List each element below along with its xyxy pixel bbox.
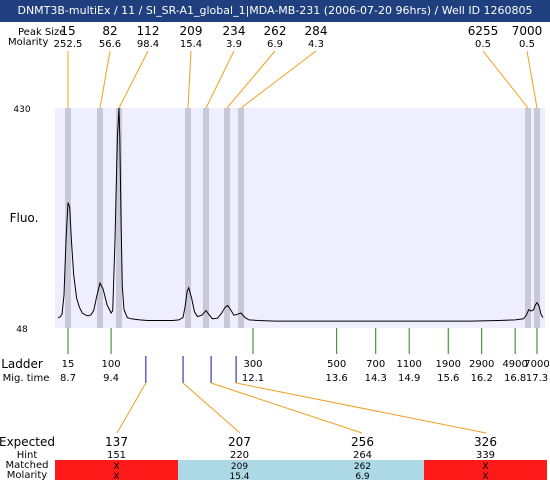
ladder-mig-time: 16.8 — [504, 373, 526, 384]
matched-value: 209 — [231, 462, 248, 472]
mig-time-label: Mig. time — [3, 373, 50, 384]
expected-leader-line — [182, 382, 241, 434]
ladder-size: 2900 — [469, 359, 494, 370]
peak-leader-line — [99, 50, 111, 109]
hint-value: 220 — [230, 450, 249, 461]
matched-cell — [424, 460, 547, 480]
peak-size-value: 284 — [305, 24, 328, 38]
window-title: DNMT3B-multiEx / 11 / SI_SR-A1_global_1|… — [0, 0, 550, 22]
y-tick-label: 430 — [13, 105, 30, 115]
matched-cell — [301, 460, 424, 480]
expected-leader-line — [236, 382, 487, 434]
ladder-mig-time: 12.1 — [242, 373, 264, 384]
molarity-label: Molarity — [8, 37, 48, 48]
matched-cell — [178, 460, 301, 480]
peak-size-label: Peak Size — [18, 27, 65, 38]
peak-leader-line — [226, 50, 276, 109]
peak-band — [224, 108, 230, 328]
peak-molarity-value: 3.9 — [226, 39, 242, 50]
peak-molarity-value: 15.4 — [180, 39, 202, 50]
peak-band — [65, 108, 71, 328]
matched-molarity-value: X — [113, 472, 119, 480]
peak-band — [185, 108, 191, 328]
expected-value: 137 — [105, 435, 128, 449]
y-tick-label: 48 — [16, 325, 28, 335]
peak-band — [97, 108, 103, 328]
peak-molarity-value: 98.4 — [137, 39, 159, 50]
y-axis-label: Fluo. — [10, 211, 39, 225]
matched-label: Matched — [5, 460, 48, 471]
peak-leader-line — [482, 50, 529, 109]
peak-molarity-value: 4.3 — [308, 39, 324, 50]
peak-size-value: 82 — [102, 24, 117, 38]
ladder-mig-time: 16.2 — [471, 373, 493, 384]
signal-trace — [57, 107, 544, 322]
expected-label: Expected — [0, 435, 55, 449]
peak-band — [203, 108, 209, 328]
peak-leader-line — [187, 50, 192, 109]
peak-leader-line — [526, 50, 538, 109]
ladder-size: 7000 — [524, 359, 549, 370]
matched-molarity-value: 15.4 — [229, 472, 249, 480]
matched-value: X — [482, 462, 488, 472]
peak-molarity-value: 56.6 — [99, 39, 121, 50]
hint-value: 339 — [476, 450, 495, 461]
peak-size-value: 6255 — [468, 24, 499, 38]
ladder-size: 700 — [366, 359, 385, 370]
hint-label: Hint — [17, 450, 38, 461]
ladder-mig-time: 13.6 — [326, 373, 348, 384]
ladder-mig-time: 15.6 — [437, 373, 459, 384]
peak-size-value: 262 — [264, 24, 287, 38]
expected-value: 256 — [351, 435, 374, 449]
peak-molarity-value: 0.5 — [519, 39, 535, 50]
matched-value: X — [113, 462, 119, 472]
molarity-row-label: Molarity — [7, 470, 47, 480]
peak-leader-line — [205, 50, 235, 109]
matched-cell — [55, 460, 178, 480]
peak-band — [534, 108, 540, 328]
ladder-label: Ladder — [1, 357, 43, 371]
ladder-mig-time: 17.3 — [526, 373, 548, 384]
ladder-size: 1900 — [436, 359, 461, 370]
expected-value: 326 — [474, 435, 497, 449]
expected-leader-line — [116, 382, 147, 434]
ladder-mig-time: 9.4 — [103, 373, 119, 384]
peak-band — [116, 108, 122, 328]
ladder-size: 500 — [327, 359, 346, 370]
peak-band — [525, 108, 531, 328]
peak-size-value: 15 — [60, 24, 75, 38]
matched-molarity-value: 6.9 — [355, 472, 370, 480]
peak-molarity-value: 6.9 — [267, 39, 283, 50]
peak-size-value: 112 — [137, 24, 160, 38]
matched-molarity-value: X — [482, 472, 488, 480]
ladder-size: 100 — [102, 359, 121, 370]
peak-size-value: 7000 — [512, 24, 543, 38]
ladder-size: 15 — [62, 359, 75, 370]
expected-value: 207 — [228, 435, 251, 449]
ladder-mig-time: 8.7 — [60, 373, 76, 384]
plot-area — [55, 108, 545, 328]
ladder-size: 1100 — [396, 359, 421, 370]
hint-value: 264 — [353, 450, 372, 461]
peak-molarity-value: 0.5 — [475, 39, 491, 50]
peak-leader-line — [118, 50, 149, 109]
matched-value: 262 — [354, 462, 371, 472]
peak-leader-line — [240, 50, 317, 109]
ladder-size: 300 — [243, 359, 262, 370]
peak-molarity-value: 252.5 — [54, 39, 83, 50]
peak-size-value: 234 — [223, 24, 246, 38]
hint-value: 151 — [107, 450, 126, 461]
expected-leader-line — [210, 382, 363, 434]
ladder-size: 4900 — [502, 359, 527, 370]
peak-size-value: 209 — [180, 24, 203, 38]
peak-band — [238, 108, 244, 328]
ladder-mig-time: 14.9 — [398, 373, 420, 384]
ladder-mig-time: 14.3 — [365, 373, 387, 384]
